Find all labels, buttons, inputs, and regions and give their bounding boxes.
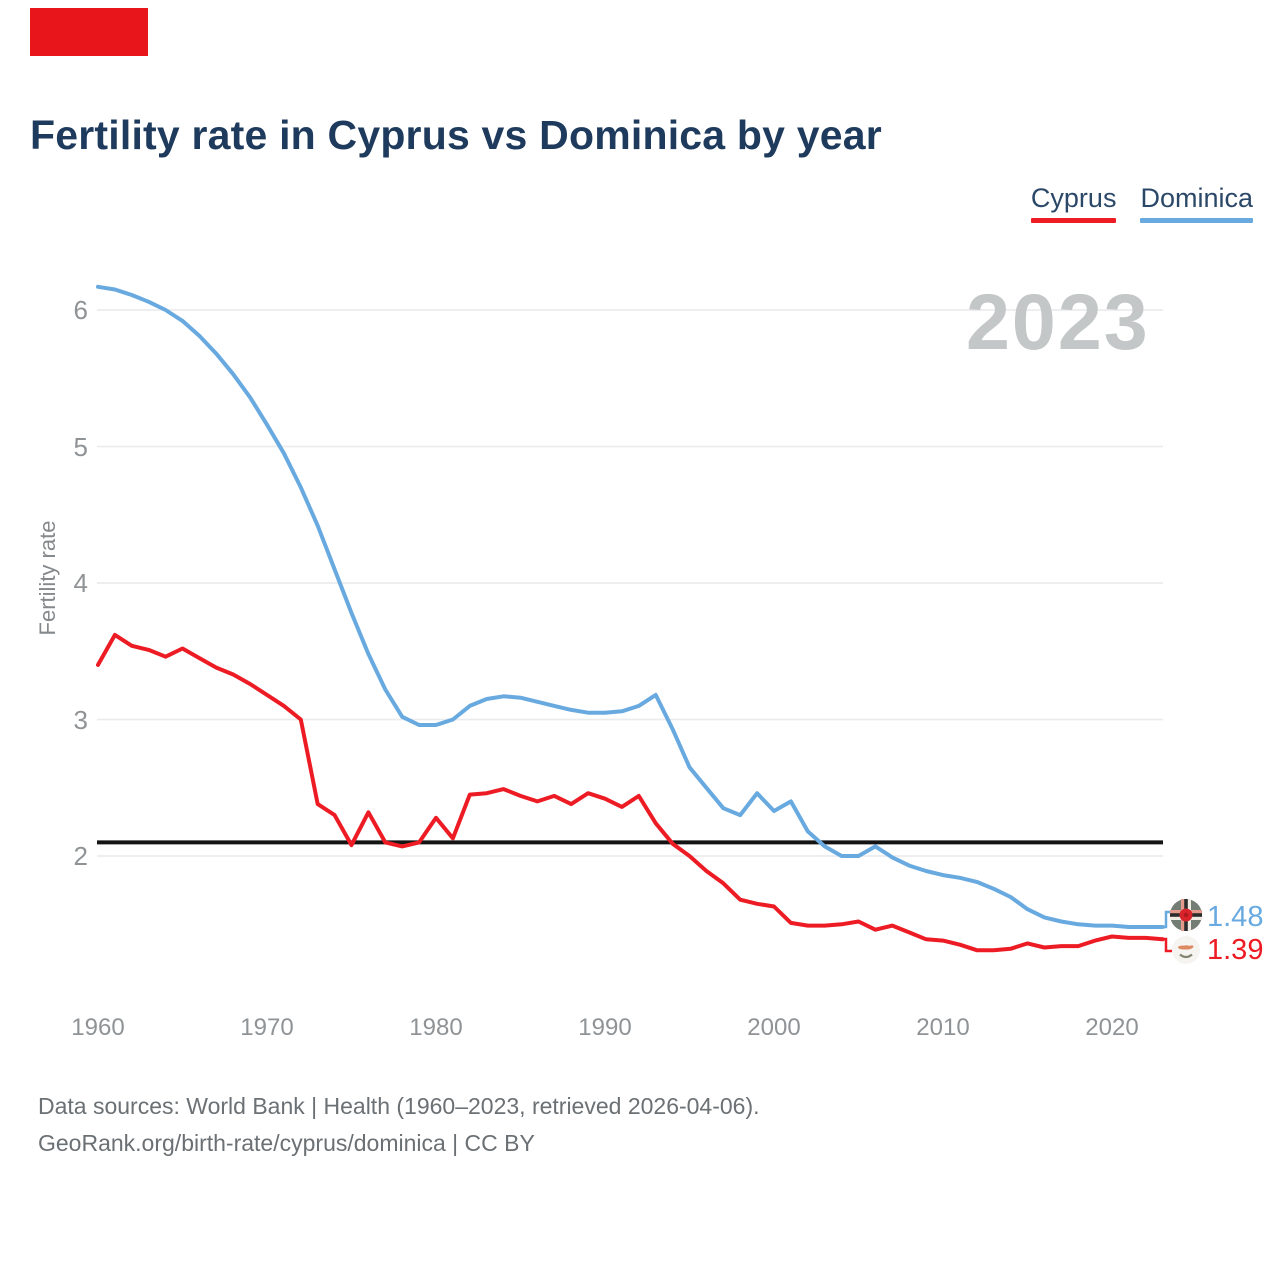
legend-label-dominica: Dominica <box>1140 183 1253 213</box>
legend-item-dominica[interactable]: Dominica <box>1140 183 1253 223</box>
series-lines <box>96 284 1165 953</box>
legend-item-cyprus[interactable]: Cyprus <box>1030 183 1117 223</box>
cyprus-flag-icon <box>1172 936 1200 964</box>
y-tick-label: 6 <box>73 295 88 325</box>
y-tick-label: 2 <box>73 841 88 871</box>
y-tick-label: 4 <box>73 568 88 598</box>
legend-underline-dominica <box>1140 218 1253 223</box>
x-tick-label: 2010 <box>916 1014 970 1041</box>
cyprus-leader-line <box>1160 937 1172 953</box>
y-tick-label: 5 <box>73 431 88 462</box>
dominica-end-value: 1.48 <box>1207 901 1264 933</box>
dominica-flag-icon <box>1170 899 1202 931</box>
chart-title: Fertility rate in Cyprus vs Dominica by … <box>30 112 882 158</box>
x-tick-label: 1990 <box>578 1014 632 1041</box>
year-watermark: 2023 <box>966 277 1150 366</box>
gridlines <box>97 309 1163 857</box>
source-line-1: Data sources: World Bank | Health (1960–… <box>38 1093 760 1119</box>
cyprus-line <box>96 632 1165 953</box>
legend: Cyprus Dominica <box>1030 183 1253 223</box>
source-line-2: GeoRank.org/birth-rate/cyprus/dominica |… <box>38 1130 535 1156</box>
dominica-leader-line <box>1160 910 1170 929</box>
cyprus-end-value: 1.39 <box>1207 934 1264 966</box>
x-tick-label: 2020 <box>1085 1014 1139 1041</box>
red-marker <box>30 8 148 56</box>
x-tick-label: 2000 <box>747 1014 801 1041</box>
x-tick-label: 1980 <box>409 1014 463 1041</box>
x-tick-label: 1960 <box>71 1014 125 1041</box>
dominica-line <box>96 284 1165 929</box>
legend-label-cyprus: Cyprus <box>1030 183 1117 213</box>
source-note: Data sources: World Bank | Health (1960–… <box>38 1088 760 1162</box>
x-tick-label: 1970 <box>240 1014 294 1041</box>
y-tick-label: 3 <box>73 704 88 735</box>
legend-underline-cyprus <box>1030 218 1117 223</box>
